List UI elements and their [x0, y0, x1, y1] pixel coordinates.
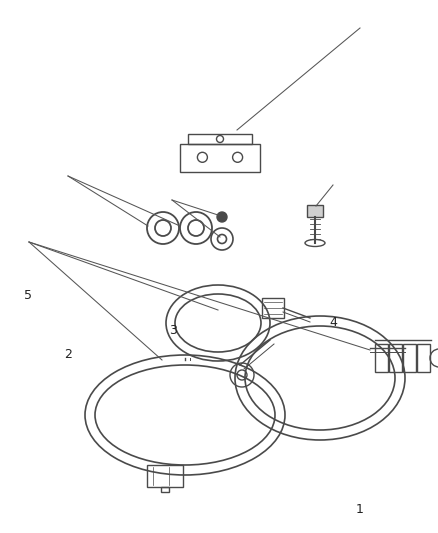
Circle shape [217, 212, 227, 222]
Text: 1: 1 [355, 503, 363, 515]
Text: 3: 3 [169, 324, 177, 337]
Text: 4: 4 [329, 316, 337, 329]
Text: 5: 5 [25, 289, 32, 302]
Text: 2: 2 [64, 348, 72, 361]
Polygon shape [307, 205, 323, 217]
